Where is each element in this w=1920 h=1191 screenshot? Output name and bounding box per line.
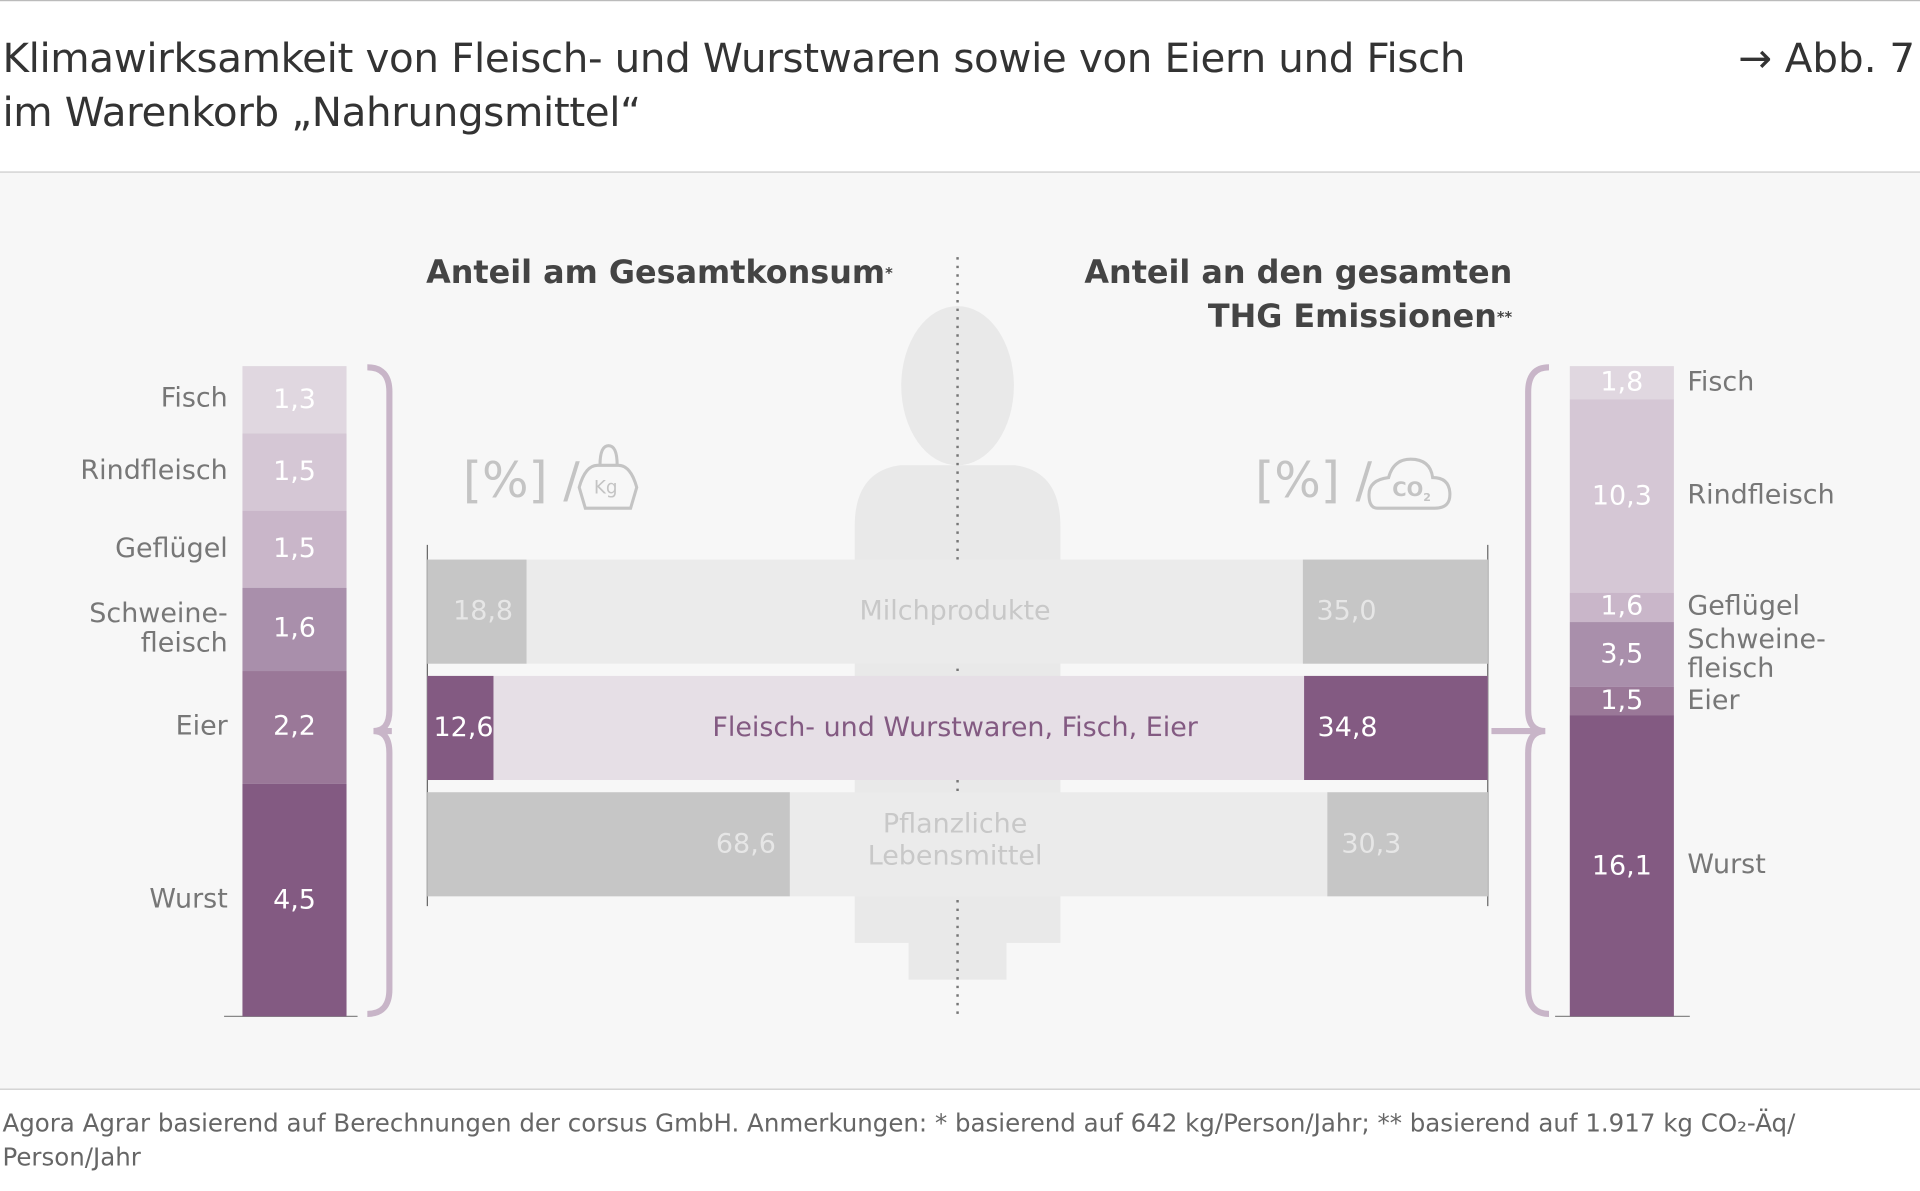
- row-category-label: Pflanzliche Lebensmittel: [867, 809, 1043, 872]
- weight-kg-icon: [577, 444, 639, 510]
- kg-label: Kg: [593, 476, 618, 499]
- stack-segment: 1,3: [242, 366, 347, 434]
- stack-segment: 1,6: [242, 588, 347, 671]
- category-label: Wurst: [149, 884, 228, 915]
- footer-source: Agora Agrar basierend auf Berechnungen d…: [2, 1108, 1796, 1172]
- category-label: Wurst: [1687, 849, 1766, 881]
- co2-cloud-icon: [1367, 457, 1452, 510]
- stack-segment: 4,5: [242, 784, 347, 1017]
- category-label: Fisch: [160, 383, 228, 415]
- consumption-bar: [427, 792, 790, 897]
- top-rule: [0, 0, 1920, 2]
- category-label: Fisch: [1687, 367, 1755, 398]
- left-brace: [367, 364, 393, 1017]
- category-label: Rindfleisch: [80, 455, 228, 487]
- category-label: Rindfleisch: [1687, 480, 1835, 511]
- emission-bar: [1303, 559, 1488, 664]
- stack-segment: 10,3: [1569, 399, 1674, 593]
- emission-bar: [1327, 792, 1488, 897]
- category-label: Eier: [1687, 685, 1740, 717]
- emission-value: 34,8: [1317, 712, 1378, 744]
- emission-value: 30,3: [1341, 828, 1402, 860]
- category-label: Schweine- fleisch: [1687, 624, 1826, 685]
- row-category-label: Milchprodukte: [859, 596, 1051, 627]
- right-chart-title: Anteil an den gesamten THG Emissionen**: [1084, 254, 1513, 336]
- chart-title: Klimawirksamkeit von Fleisch- und Wurstw…: [2, 34, 1466, 136]
- consumption-bar: [427, 675, 494, 781]
- stack-segment: 1,5: [1569, 686, 1674, 717]
- left-chart-title: Anteil am Gesamtkonsum*: [426, 254, 893, 292]
- stack-segment: 1,8: [1569, 366, 1674, 400]
- stack-segment: 16,1: [1569, 715, 1674, 1017]
- emission-bar: [1304, 675, 1488, 781]
- stack-segment: 1,5: [242, 510, 347, 589]
- figure-reference: → Abb. 7: [1738, 34, 1916, 83]
- category-label: Eier: [175, 711, 228, 743]
- stack-segment: 2,2: [242, 670, 347, 785]
- stack-segment: 1,6: [1569, 592, 1674, 622]
- co2-label: CO2: [1392, 477, 1431, 505]
- left-unit: [%] /: [462, 453, 580, 510]
- consumption-value: 18,8: [453, 596, 514, 627]
- consumption-value: 68,6: [715, 828, 776, 860]
- right-brace: [1491, 364, 1550, 1017]
- stack-segment: 1,5: [242, 433, 347, 511]
- category-label: Geflügel: [115, 533, 228, 564]
- category-label: Schweine- fleisch: [89, 598, 228, 659]
- emission-value: 35,0: [1316, 596, 1377, 627]
- right-unit: [%] /: [1255, 453, 1372, 510]
- consumption-bar: [427, 559, 527, 664]
- stack-segment: 3,5: [1569, 622, 1674, 688]
- consumption-value: 12,6: [433, 712, 494, 744]
- category-label: Geflügel: [1687, 591, 1801, 622]
- row-category-label: Fleisch- und Wurstwaren, Fisch, Eier: [712, 712, 1198, 744]
